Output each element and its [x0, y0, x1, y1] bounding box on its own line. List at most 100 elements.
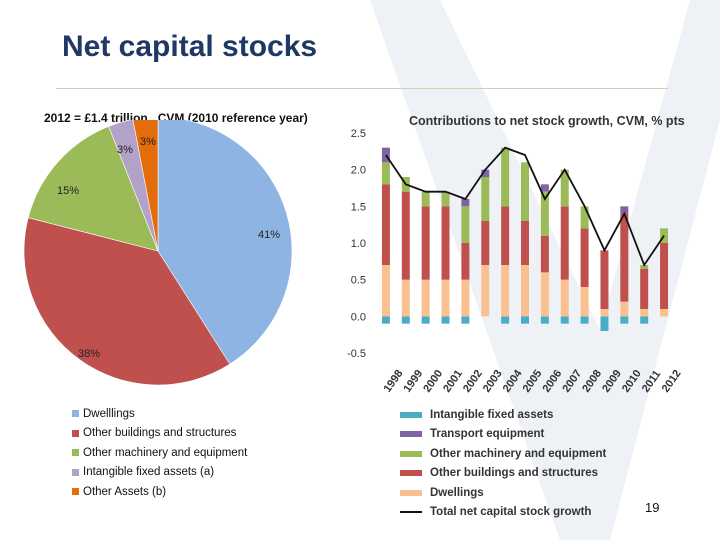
bar-segment — [620, 301, 629, 317]
bar-legend-item-dwellings: Dwellings — [400, 483, 606, 503]
pie-slice-1 — [23, 217, 231, 386]
pie-slice-label: 15% — [57, 185, 80, 197]
x-tick-label: 2001 — [441, 368, 465, 395]
pie-legend-item-other-machinery: Other machinery and equipment — [72, 443, 247, 463]
x-tick-label: 2006 — [540, 368, 564, 395]
bar-segment — [501, 206, 510, 265]
bar-segment — [540, 316, 549, 324]
x-tick-label: 2010 — [620, 368, 644, 395]
bar-segment — [421, 206, 430, 280]
bar-segment — [381, 265, 390, 317]
bar-legend-swatch — [400, 470, 422, 477]
pie-legend-item-other-assets: Other Assets (b) — [72, 482, 247, 502]
y-tick-label: 0.0 — [351, 311, 366, 323]
pie-slice-0 — [157, 120, 293, 365]
bar-legend-swatch — [400, 450, 422, 457]
bar-segment — [441, 316, 450, 324]
bar-segment — [501, 147, 510, 207]
bar-legend-item-transport: Transport equipment — [400, 425, 606, 445]
pie-legend: Dwelllings Other buildings and structure… — [72, 404, 247, 502]
bar-segment — [501, 316, 510, 324]
bar-segment — [461, 279, 470, 317]
y-tick-label: 0.5 — [351, 275, 366, 287]
x-tick-label: 2004 — [501, 367, 525, 395]
page-title: Net capital stocks — [62, 30, 318, 63]
bar-segment — [640, 309, 649, 317]
bar-segment — [521, 221, 529, 265]
bar-segment — [540, 191, 549, 236]
x-tick-label: 2011 — [640, 368, 664, 394]
pie-legend-item-other-buildings: Other buildings and structures — [72, 424, 247, 444]
x-tick-label: 1998 — [382, 368, 406, 395]
pie-slice-label: 38% — [78, 348, 101, 360]
bar-segment — [481, 177, 490, 221]
bar-segment — [580, 206, 589, 229]
pie-slice-label: 3% — [117, 144, 133, 156]
y-tick-label: 2.0 — [351, 165, 366, 177]
bar-segment — [481, 265, 490, 317]
pie-chart-title: 2012 = £1.4 trillion , CVM (2010 referen… — [44, 111, 308, 125]
bar-legend-label: Intangible fixed assets — [430, 408, 554, 421]
pie-legend-label: Other Assets (b) — [83, 485, 167, 498]
total-growth-line — [385, 146, 665, 267]
pie-slice-2 — [27, 126, 159, 252]
bar-segment — [401, 279, 410, 317]
x-tick-label: 2002 — [461, 368, 485, 395]
bar-segment — [660, 309, 669, 317]
bar-legend-label: Other buildings and structures — [430, 467, 599, 480]
bar-segment — [401, 191, 410, 280]
bar-segment — [600, 309, 609, 317]
bar-legend-label: Total net capital stock growth — [430, 506, 592, 519]
bar-segment — [421, 279, 430, 317]
x-tick-label: 2005 — [521, 368, 545, 395]
y-tick-label: 1.5 — [351, 201, 366, 213]
bar-segment — [461, 243, 470, 280]
pie-legend-swatch — [72, 449, 79, 457]
bar-segment — [580, 287, 589, 317]
bar-segment — [560, 206, 569, 280]
bar-legend-label: Other machinery and equipment — [430, 447, 607, 460]
bar-segment — [521, 162, 529, 221]
bar-segment — [441, 206, 450, 280]
x-tick-label: 2007 — [560, 368, 584, 395]
bar-segment — [401, 316, 410, 324]
bar-segment — [521, 265, 529, 317]
pie-slice-label: 41% — [258, 229, 281, 241]
pie-chart — [23, 120, 293, 386]
title-divider — [56, 88, 668, 89]
bar-chart-title: Contributions to net stock growth, CVM, … — [409, 114, 685, 128]
bar-segment — [540, 235, 549, 273]
bar-segment — [620, 213, 629, 302]
bar-segment — [461, 206, 470, 243]
pie-legend-item-dwellings: Dwelllings — [72, 404, 247, 424]
pie-slice-3 — [108, 120, 159, 252]
bar-segment — [441, 279, 450, 317]
bar-legend-line-swatch — [400, 511, 422, 514]
bar-segment — [501, 265, 510, 317]
bar-legend-swatch — [400, 431, 422, 438]
bar-segment — [640, 268, 649, 309]
bar-legend: Intangible fixed assets Transport equipm… — [400, 405, 606, 522]
pie-slice-4 — [132, 120, 159, 252]
pie-legend-label: Other machinery and equipment — [83, 446, 248, 459]
x-tick-label: 2009 — [600, 368, 624, 395]
bar-legend-item-other-machinery: Other machinery and equipment — [400, 444, 606, 464]
x-tick-label: 1999 — [401, 368, 425, 395]
bar-segment — [461, 199, 470, 207]
bar-legend-label: Transport equipment — [430, 428, 545, 441]
bar-segment — [580, 228, 589, 287]
bar-segment — [421, 316, 430, 324]
bar-legend-item-other-buildings: Other buildings and structures — [400, 464, 606, 484]
bar-segment — [640, 265, 649, 269]
x-tick-label: 2003 — [481, 368, 505, 395]
bar-segment — [600, 250, 609, 309]
bar-segment — [660, 228, 669, 243]
bar-segment — [481, 169, 490, 177]
x-tick-label: 2008 — [580, 368, 604, 395]
bar-segment — [620, 316, 629, 324]
y-tick-label: 2.5 — [351, 128, 366, 140]
bar-segment — [640, 316, 649, 324]
bar-segment — [381, 162, 390, 185]
bar-segment — [560, 316, 569, 324]
y-tick-label: -0.5 — [347, 348, 366, 360]
